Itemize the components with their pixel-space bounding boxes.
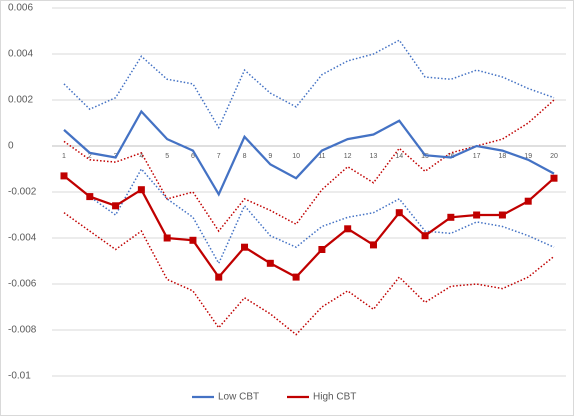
x-tick-label: 4 bbox=[139, 153, 143, 160]
marker bbox=[86, 193, 94, 201]
marker bbox=[421, 232, 429, 240]
marker bbox=[318, 246, 326, 253]
marker bbox=[498, 211, 506, 219]
x-tick-label: 13 bbox=[370, 153, 378, 160]
x-tick-label: 11 bbox=[318, 153, 325, 160]
y-tick-label: -0.006 bbox=[8, 279, 37, 290]
marker bbox=[137, 186, 145, 194]
x-tick-label: 12 bbox=[344, 153, 352, 160]
x-tick-label: 8 bbox=[243, 153, 247, 160]
x-tick-label: 10 bbox=[292, 153, 300, 160]
marker bbox=[215, 273, 223, 281]
marker bbox=[60, 172, 68, 180]
y-tick-label: 0.004 bbox=[8, 49, 33, 60]
marker bbox=[266, 259, 274, 267]
y-tick-label: -0.002 bbox=[8, 187, 37, 198]
legend-label: Low CBT bbox=[218, 392, 259, 403]
x-tick-label: 6 bbox=[191, 153, 195, 160]
y-tick-label: 0 bbox=[8, 141, 14, 152]
x-tick-label: 20 bbox=[550, 153, 558, 160]
marker bbox=[524, 197, 532, 205]
y-tick-label: -0.004 bbox=[8, 233, 37, 244]
x-tick-label: 18 bbox=[499, 153, 507, 160]
y-tick-label: -0.01 bbox=[8, 371, 31, 382]
x-tick-label: 5 bbox=[165, 153, 169, 160]
x-tick-label: 9 bbox=[268, 153, 272, 160]
line bbox=[63, 175, 555, 279]
x-tick-label: 14 bbox=[395, 153, 403, 160]
x-tick-label: 2 bbox=[88, 153, 92, 160]
marker bbox=[112, 202, 120, 210]
y-tick-label: -0.008 bbox=[8, 325, 37, 336]
marker bbox=[369, 241, 377, 249]
marker bbox=[163, 234, 171, 242]
marker bbox=[473, 211, 481, 219]
x-tick-label: 15 bbox=[421, 153, 429, 160]
band-line bbox=[63, 39, 555, 130]
marker bbox=[292, 273, 300, 281]
marker bbox=[344, 225, 352, 233]
x-tick-label: 19 bbox=[524, 153, 532, 160]
band-line bbox=[63, 167, 555, 265]
x-tick-label: 7 bbox=[217, 153, 221, 160]
y-tick-label: 0.002 bbox=[8, 95, 33, 106]
marker bbox=[550, 174, 558, 182]
x-tick-label: 1 bbox=[62, 153, 66, 160]
marker bbox=[241, 243, 249, 251]
marker bbox=[447, 213, 455, 221]
marker bbox=[189, 236, 197, 244]
legend-label: High CBT bbox=[313, 392, 356, 403]
line bbox=[63, 109, 555, 197]
y-tick-label: 0.006 bbox=[8, 3, 33, 14]
x-tick-label: 17 bbox=[473, 153, 481, 160]
marker bbox=[395, 209, 403, 217]
